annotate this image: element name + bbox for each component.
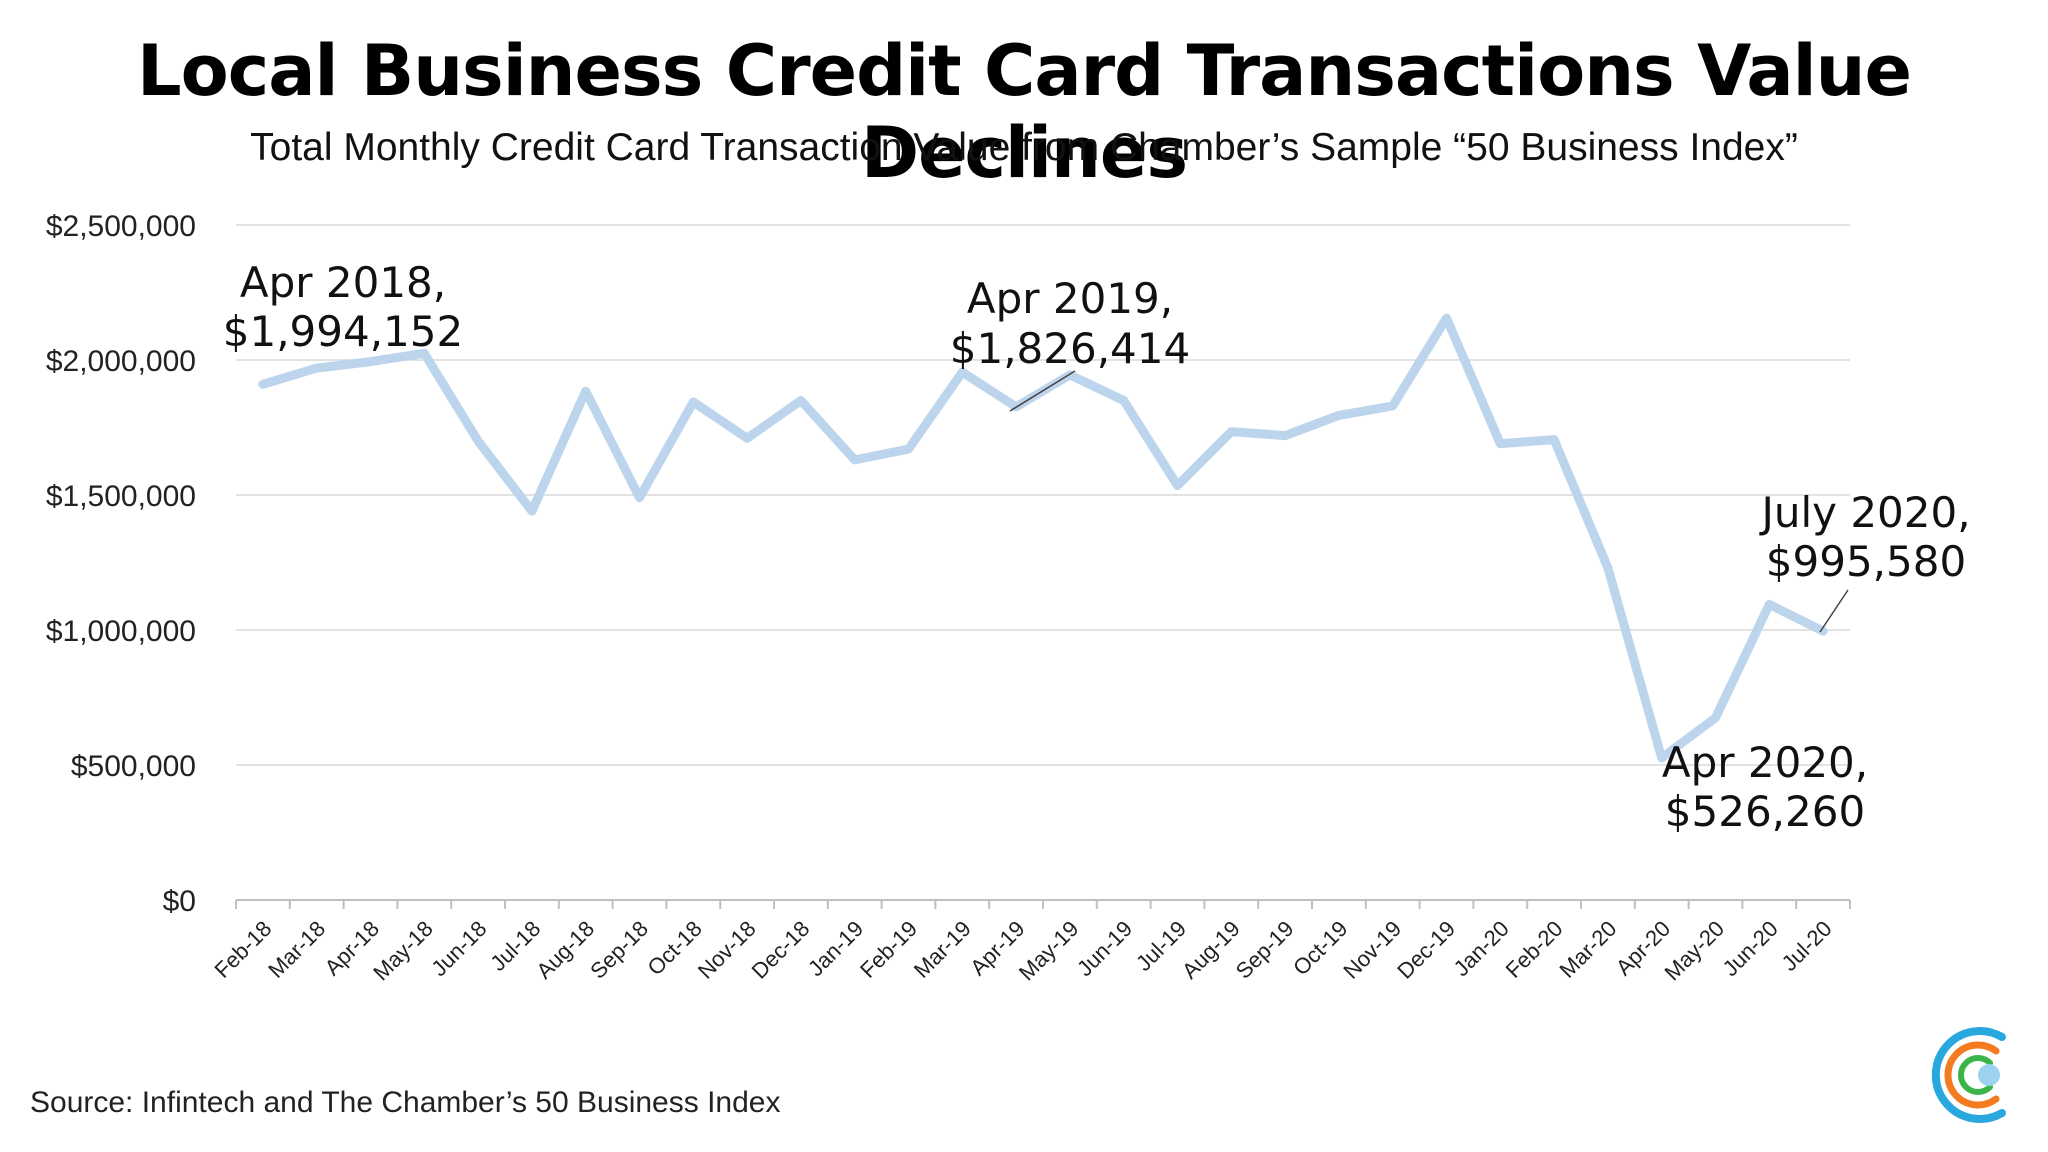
x-tick-label: Mar-20: [1554, 916, 1621, 983]
x-tick-label: May-18: [368, 916, 438, 986]
x-tick-label: Nov-18: [693, 916, 761, 984]
x-tick-label: Jun-20: [1718, 916, 1783, 981]
y-tick-label: $1,000,000: [46, 615, 196, 648]
x-tick-label: Feb-19: [855, 916, 922, 983]
x-tick-label: May-19: [1014, 916, 1084, 986]
annotation-label: Apr 2018,: [240, 258, 446, 307]
annotation-value: $1,994,152: [223, 307, 463, 356]
x-tick-label: Dec-19: [1392, 916, 1460, 984]
page-subtitle: Total Monthly Credit Card Transaction Va…: [250, 126, 1798, 169]
x-tick-label: Feb-20: [1501, 916, 1568, 983]
x-tick-label: Jan-19: [803, 916, 868, 981]
annotation-leader: [1009, 370, 1076, 412]
y-tick-label: $1,500,000: [46, 480, 196, 513]
x-tick-label: Mar-18: [263, 916, 330, 983]
annotation-leader: [1819, 589, 1849, 633]
source-note: Source: Infintech and The Chamber’s 50 B…: [30, 1086, 781, 1119]
x-tick-label: Nov-19: [1338, 916, 1406, 984]
annotation-value: $526,260: [1665, 787, 1865, 836]
annotation-label: Apr 2019,: [967, 274, 1173, 323]
x-tick-label: Sep-19: [1231, 916, 1299, 984]
x-tick-label: Jun-19: [1072, 916, 1137, 981]
annotation-label: July 2020,: [1758, 488, 1970, 537]
y-tick-label: $500,000: [71, 750, 196, 783]
x-tick-label: Dec-18: [747, 916, 815, 984]
chamber-logo-icon: [1931, 1027, 2006, 1123]
x-tick-label: Sep-18: [585, 916, 653, 984]
x-tick-label: Mar-19: [909, 916, 976, 983]
x-tick-label: Jul-20: [1777, 916, 1837, 976]
x-tick-label: Aug-19: [1177, 916, 1245, 984]
series-line: [258, 313, 1828, 763]
x-tick-label: Aug-18: [531, 916, 599, 984]
x-tick-label: Feb-18: [209, 916, 276, 983]
annotation-value: $1,826,414: [950, 324, 1190, 373]
page-title: Local Business Credit Card Transactions …: [137, 30, 1912, 194]
annotation-label: Apr 2020,: [1662, 738, 1868, 787]
x-tick-label: Jan-20: [1449, 916, 1514, 981]
x-tick-label: Jun-18: [426, 916, 491, 981]
annotation-value: $995,580: [1766, 537, 1966, 586]
x-tick-label: May-20: [1659, 916, 1729, 986]
y-tick-label: $0: [163, 885, 196, 918]
y-tick-label: $2,000,000: [46, 345, 196, 378]
y-tick-label: $2,500,000: [46, 210, 196, 243]
